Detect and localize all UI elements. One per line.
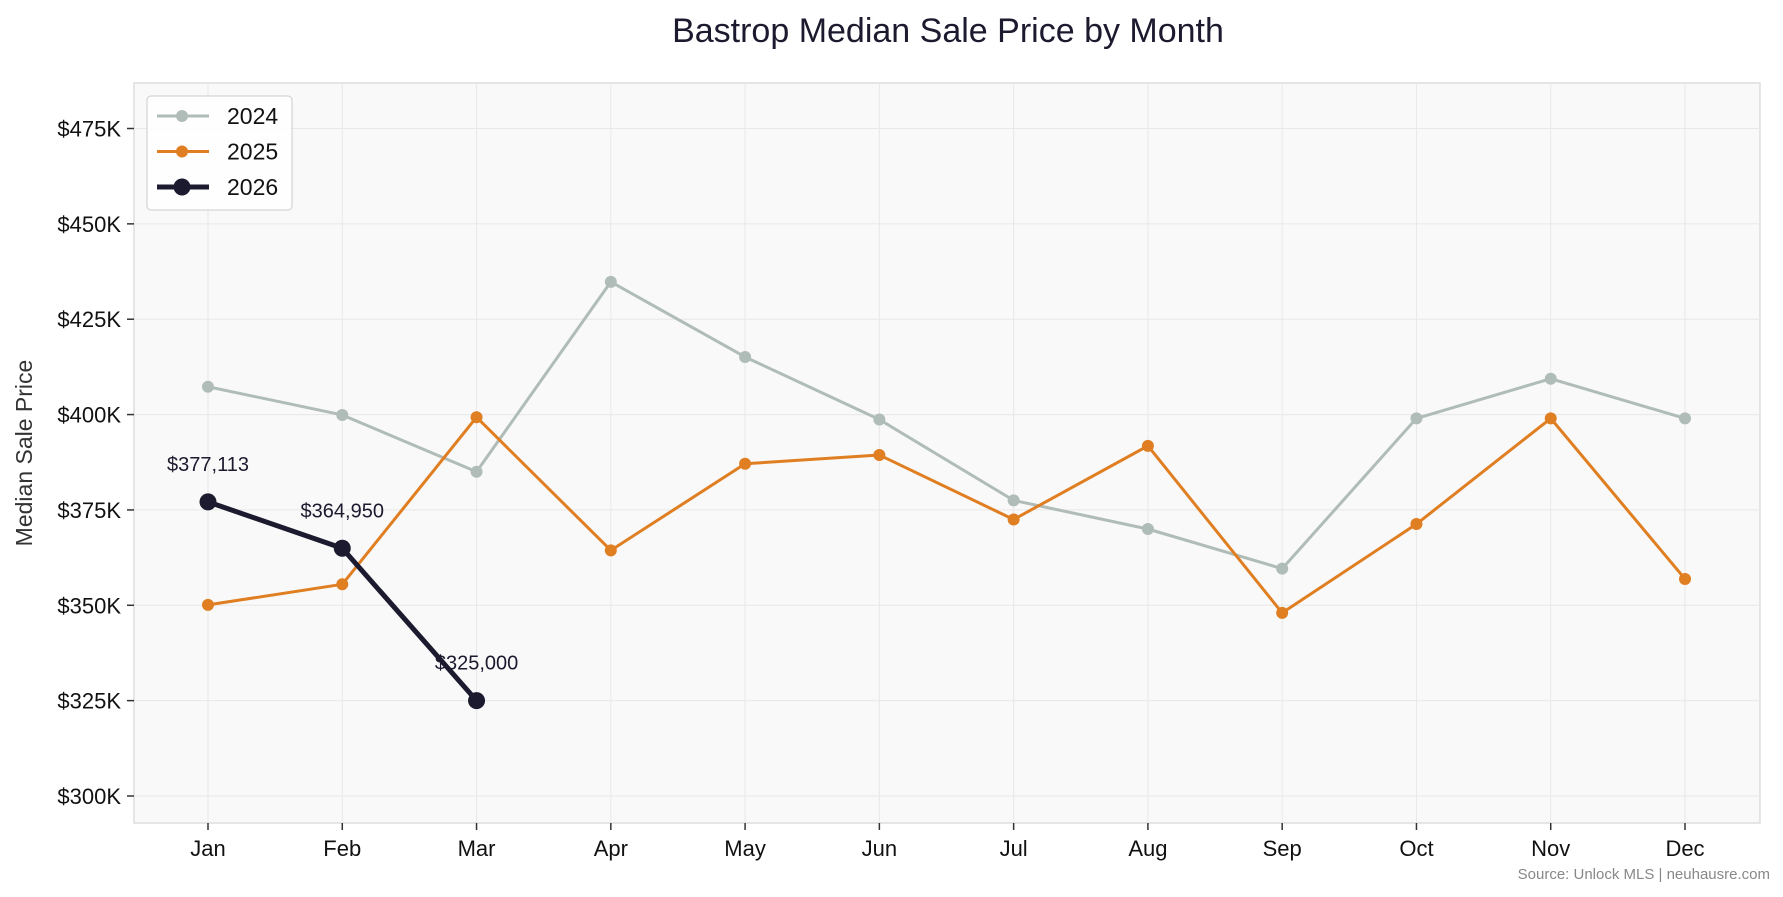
y-tick-label: $475K	[57, 117, 121, 142]
x-tick-label: Jun	[862, 836, 897, 861]
data-point-2024	[1141, 523, 1154, 535]
x-tick-label: Jan	[190, 836, 225, 861]
data-point-2025	[1410, 518, 1423, 531]
x-tick-label: Jul	[1000, 836, 1028, 861]
x-tick-label: May	[724, 836, 766, 861]
x-tick-label: Aug	[1128, 836, 1167, 861]
y-tick-label: $400K	[57, 403, 121, 428]
x-tick-label: Feb	[323, 836, 361, 861]
source-note: Source: Unlock MLS | neuhausre.com	[1518, 866, 1770, 883]
data-point-2024	[604, 275, 617, 288]
data-point-2024	[1007, 494, 1020, 507]
data-point-2025	[1679, 572, 1691, 585]
data-point-2025	[1544, 412, 1557, 425]
data-point-2024	[1679, 412, 1691, 425]
data-point-2025	[1276, 606, 1289, 619]
data-point-2026	[333, 539, 351, 557]
series-2026	[199, 493, 486, 710]
data-point-2025	[604, 544, 617, 557]
data-point-2025	[1141, 439, 1154, 452]
data-point-2024	[470, 465, 483, 478]
legend-label: 2026	[227, 174, 278, 200]
x-tick-label: Apr	[594, 836, 628, 861]
data-point-2024	[873, 413, 886, 426]
y-tick-label: $375K	[57, 498, 121, 523]
data-point-2024	[1544, 372, 1557, 385]
data-point-2025	[739, 457, 752, 470]
data-point-2026	[468, 692, 486, 710]
y-tick-label: $425K	[57, 307, 121, 332]
legend-marker	[173, 178, 191, 196]
data-point-2026	[199, 493, 217, 511]
y-tick-label: $300K	[57, 784, 121, 809]
data-point-2025	[336, 578, 349, 591]
series-line-2025	[207, 415, 1687, 615]
data-point-2024	[336, 408, 349, 421]
legend-label: 2024	[227, 103, 278, 129]
x-tick-label: Oct	[1399, 836, 1433, 861]
y-tick-label: $350K	[57, 593, 121, 618]
y-tick-label: $325K	[57, 689, 121, 714]
y-axis-label: Median Sale Price	[11, 360, 37, 547]
x-tick-label: Nov	[1531, 836, 1570, 861]
legend-marker	[176, 110, 188, 122]
data-point-2024	[202, 380, 214, 393]
x-tick-label: Mar	[458, 836, 496, 861]
data-point-2025	[202, 598, 214, 611]
series-2024	[202, 275, 1691, 575]
chart-title: Bastrop Median Sale Price by Month	[672, 12, 1224, 50]
data-label: $377,113	[167, 454, 249, 476]
x-tick-label: Sep	[1263, 836, 1302, 861]
plot-area	[133, 82, 1761, 824]
data-point-2024	[739, 350, 752, 363]
data-label: $364,950	[301, 500, 384, 522]
data-point-2025	[470, 411, 483, 424]
data-point-2024	[1410, 412, 1423, 425]
y-tick-label: $450K	[57, 212, 121, 237]
series-line-2024	[207, 280, 1686, 571]
data-point-2024	[1276, 562, 1289, 575]
legend: 2024 2025 2026	[146, 95, 293, 211]
data-point-2025	[873, 449, 886, 462]
x-tick-label: Dec	[1665, 836, 1704, 861]
data-point-2025	[1007, 513, 1020, 526]
series-2025	[202, 411, 1691, 619]
data-label: $325,000	[435, 653, 518, 675]
legend-marker	[176, 145, 188, 158]
legend-label: 2025	[227, 139, 278, 165]
